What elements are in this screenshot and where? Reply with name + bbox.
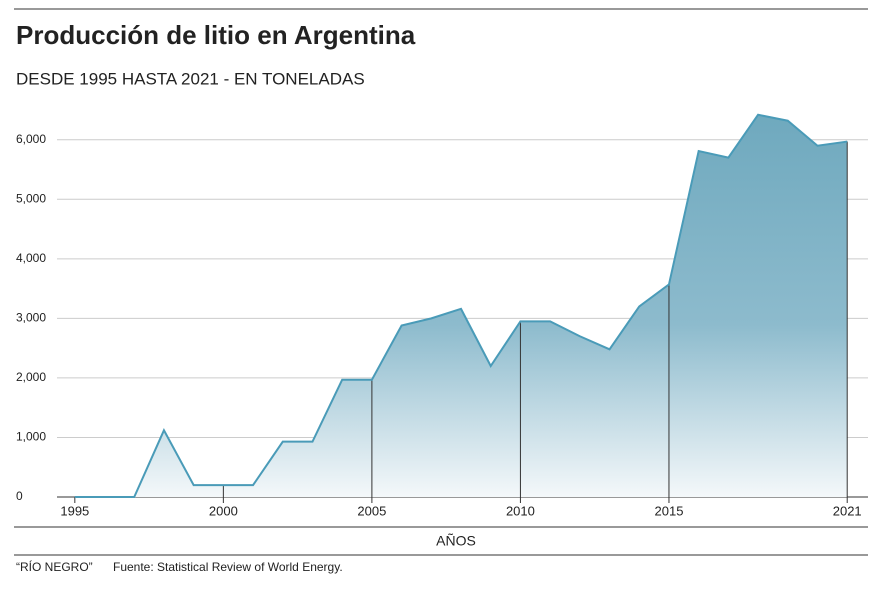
x-tick-label: 2005 xyxy=(357,503,386,518)
line xyxy=(74,113,848,498)
y-tick-label: 0 xyxy=(16,489,23,503)
chart-subtitle: DESDE 1995 HASTA 2021 - EN TONELADAS xyxy=(16,69,365,88)
x-tick-label: 2015 xyxy=(655,503,684,518)
y-tick-label: 3,000 xyxy=(16,311,46,325)
y-tick-label: 1,000 xyxy=(16,430,46,444)
x-tick-label: 1995 xyxy=(60,503,89,518)
x-tick-label: 2021 xyxy=(833,503,862,518)
y-tick-label: 6,000 xyxy=(16,132,46,146)
chart-title: Producción de litio en Argentina xyxy=(16,20,416,50)
source-brand: “RÍO NEGRO” xyxy=(16,559,93,574)
x-axis-title: AÑOS xyxy=(436,533,476,549)
source: Fuente: Statistical Review of World Ener… xyxy=(113,560,343,574)
x-tick-label: 2000 xyxy=(209,503,238,518)
y-tick-label: 4,000 xyxy=(16,251,46,265)
area xyxy=(74,114,848,498)
x-tick-label: 2010 xyxy=(506,503,535,518)
y-tick-label: 5,000 xyxy=(16,191,46,205)
y-tick-label: 2,000 xyxy=(16,370,46,384)
